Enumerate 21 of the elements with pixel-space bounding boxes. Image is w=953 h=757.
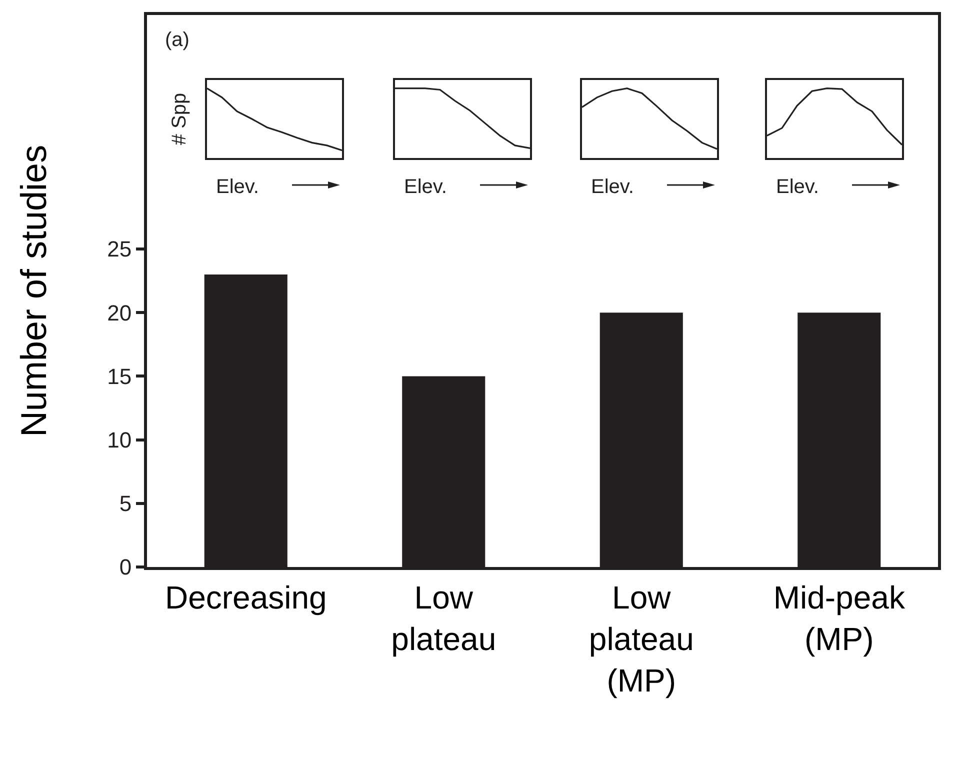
y-tick-label: 15	[107, 364, 132, 389]
annotation: (a)	[165, 29, 190, 51]
y-axis-title: # Spp	[168, 92, 190, 146]
x-tick-label: Low plateau (MP)	[588, 579, 694, 699]
bar	[204, 274, 288, 567]
x-axis-title: Elev.	[216, 176, 259, 198]
x-tick-label: Decreasing	[164, 579, 327, 616]
y-axis-title: Number of studies	[13, 144, 54, 438]
bar	[600, 312, 683, 567]
y-tick-label: 0	[119, 554, 132, 580]
y-tick-label: 10	[107, 428, 132, 453]
x-axis-title: Elev.	[591, 176, 634, 198]
x-tick-label: Mid-peak (MP)	[773, 579, 906, 657]
bar	[798, 312, 881, 567]
y-tick-label: 5	[119, 491, 132, 516]
bar	[402, 376, 486, 567]
x-tick-label: Low plateau	[391, 579, 496, 657]
y-tick-label: 25	[107, 236, 132, 262]
y-tick-label: 20	[107, 300, 132, 326]
x-axis-title: Elev.	[404, 176, 447, 198]
x-axis-title: Elev.	[776, 176, 819, 198]
